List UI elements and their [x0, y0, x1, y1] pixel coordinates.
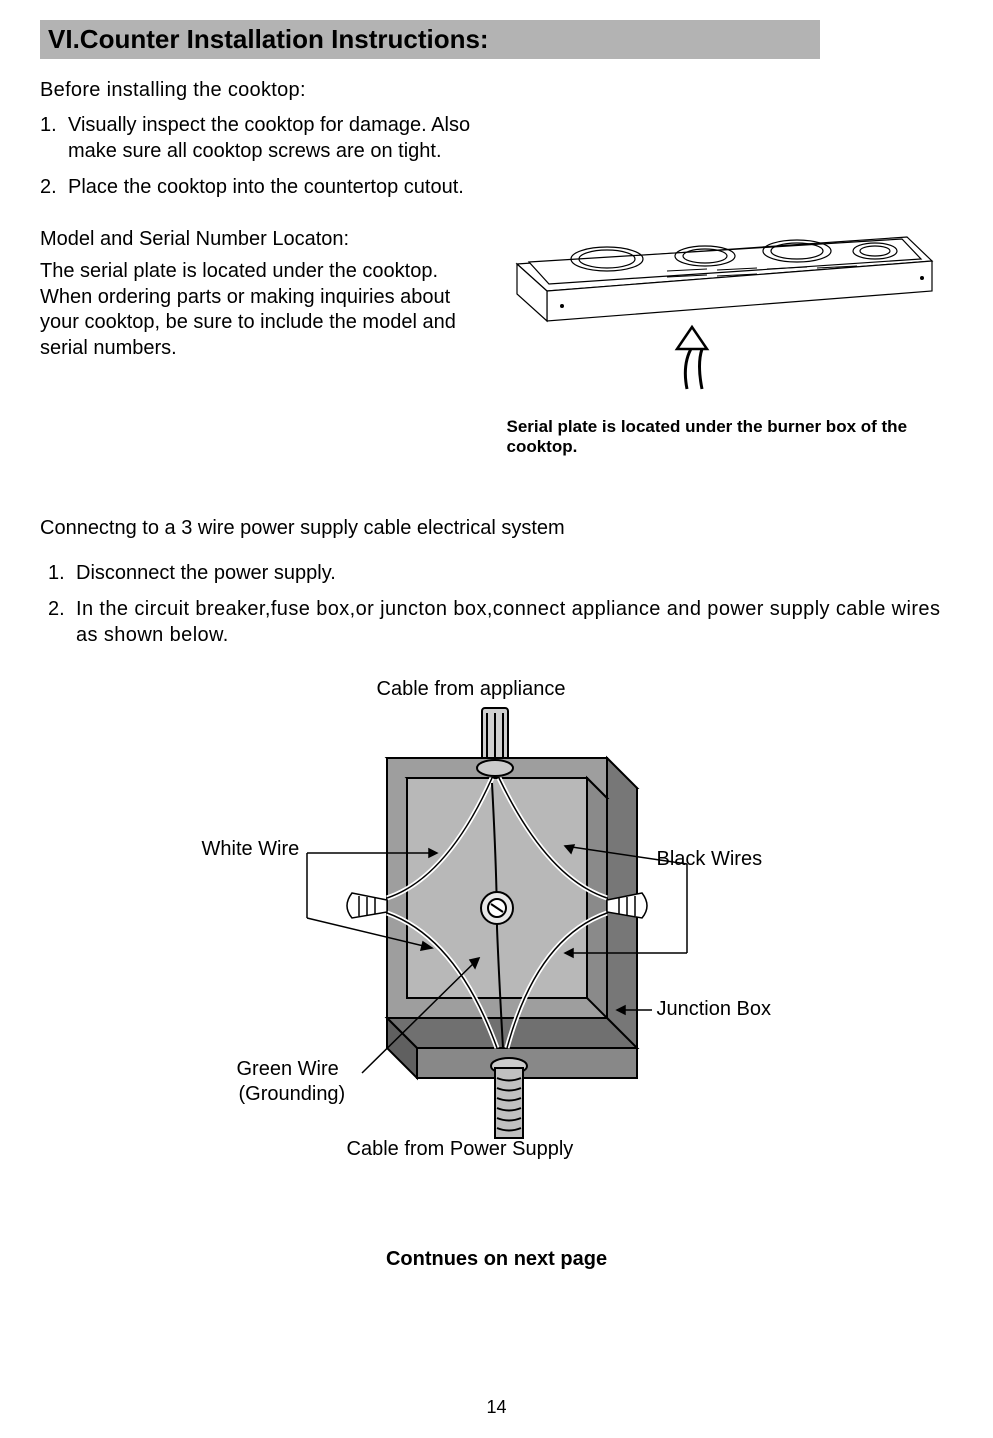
step-number: 2. [48, 596, 76, 648]
model-heading: Model and Serial Number Locaton: [40, 228, 487, 251]
step-text: In the circuit breaker,fuse box,or junct… [76, 596, 953, 648]
step-text: Disconnect the power supply. [76, 560, 336, 586]
top-columns: Before installing the cooktop: 1. Visual… [40, 79, 953, 457]
intro-text: Before installing the cooktop: [40, 79, 487, 102]
install-step-1: 1. Visually inspect the cooktop for dama… [40, 112, 487, 164]
connect-steps-list: 1. Disconnect the power supply. 2. In th… [48, 560, 953, 648]
model-paragraph: The serial plate is located under the co… [40, 259, 487, 361]
step-number: 2. [40, 174, 68, 200]
continues-text: Contnues on next page [40, 1248, 953, 1271]
step-text: Visually inspect the cooktop for damage.… [68, 112, 487, 164]
step-number: 1. [48, 560, 76, 586]
page-number: 14 [486, 1397, 506, 1418]
connect-heading: Connectng to a 3 wire power supply cable… [40, 517, 953, 540]
left-column: Before installing the cooktop: 1. Visual… [40, 79, 487, 457]
step-number: 1. [40, 112, 68, 164]
connect-step-2: 2. In the circuit breaker,fuse box,or ju… [48, 596, 953, 648]
connect-step-1: 1. Disconnect the power supply. [48, 560, 953, 586]
section-heading: VI.Counter Installation Instructions: [40, 20, 820, 59]
right-column: Serial plate is located under the burner… [507, 79, 954, 457]
install-step-2: 2. Place the cooktop into the countertop… [40, 174, 487, 200]
serial-plate-caption: Serial plate is located under the burner… [507, 417, 954, 457]
step-text: Place the cooktop into the countertop cu… [68, 174, 464, 200]
wiring-diagram: Cable from appliance White Wire Black Wi… [147, 678, 847, 1198]
cooktop-diagram [507, 179, 947, 409]
install-steps-list: 1. Visually inspect the cooktop for dama… [40, 112, 487, 200]
junction-box-svg [147, 678, 847, 1198]
